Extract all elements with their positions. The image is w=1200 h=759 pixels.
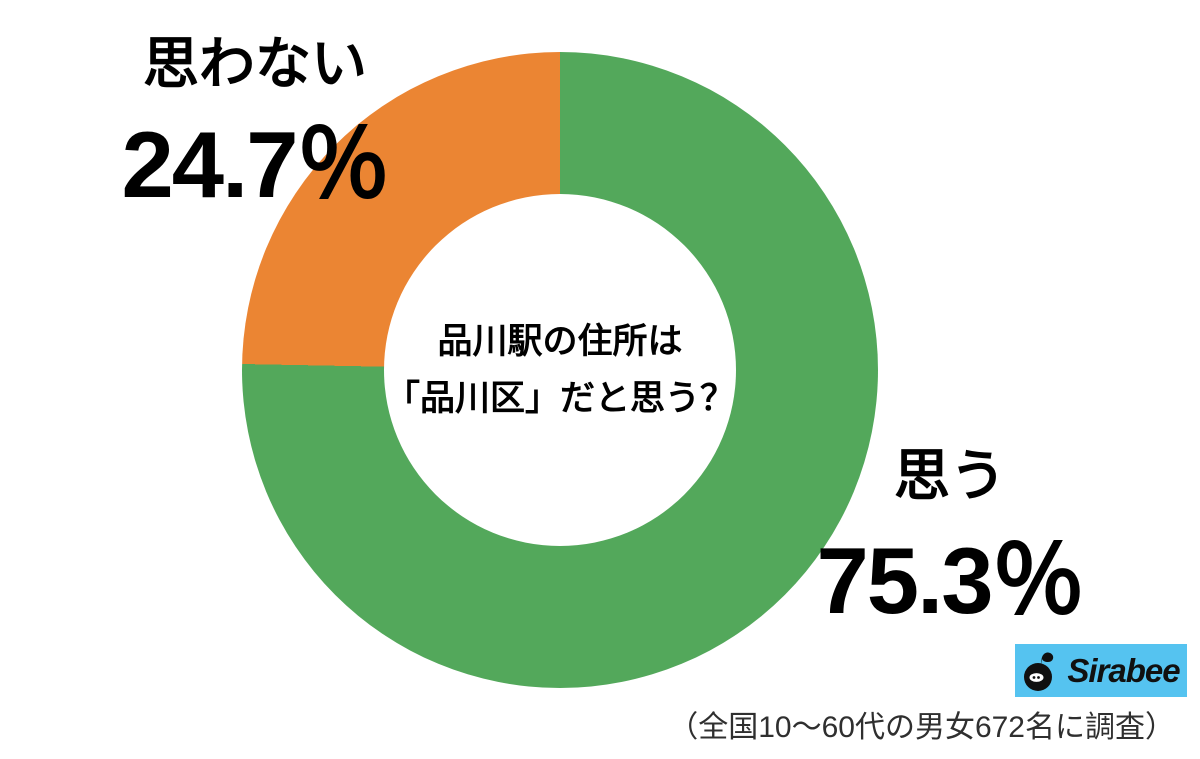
donut-hole: 品川駅の住所は 「品川区」だと思う？ <box>384 194 736 546</box>
sirabee-logo: Sirabee <box>1015 644 1187 697</box>
segment-value-omowanai: 24.7％ <box>121 112 391 217</box>
sirabee-logo-text: Sirabee <box>1067 651 1180 689</box>
segment-name-omou: 思う <box>894 444 1006 507</box>
donut-chart: 品川駅の住所は 「品川区」だと思う？ <box>242 52 878 688</box>
chart-question-line2: 「品川区」だと思う？ <box>384 379 735 418</box>
segment-label-omou: 思う 75.3％ <box>795 448 1105 628</box>
segment-label-omowanai: 思わない 24.7％ <box>100 36 410 212</box>
chart-question-title: 品川駅の住所は 「品川区」だと思う？ <box>385 313 735 428</box>
segment-name-omowanai: 思わない <box>143 32 367 95</box>
segment-value-omou: 75.3％ <box>816 528 1086 633</box>
sirabee-mascot-icon <box>1024 652 1054 691</box>
survey-note: （全国10〜60代の男女672名に調査） <box>668 711 1175 744</box>
chart-question-line1: 品川駅の住所は <box>437 321 683 361</box>
